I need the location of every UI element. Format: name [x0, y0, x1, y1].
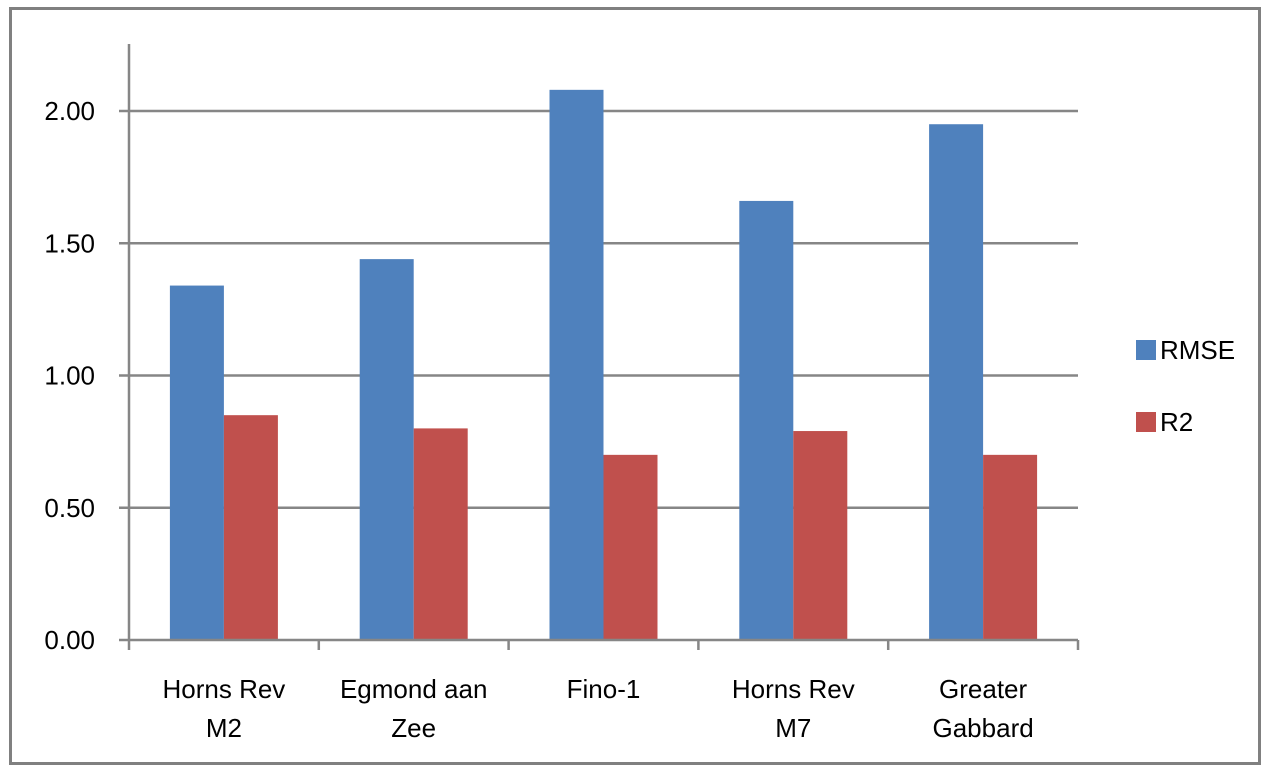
bar-rmse-2 [549, 89, 604, 641]
bar-r2-4 [983, 454, 1038, 640]
legend-label-r2: R2 [1160, 407, 1193, 437]
y-tick-label: 1.50 [44, 228, 95, 258]
y-tick-label: 2.00 [44, 96, 95, 126]
y-tick-label: 0.50 [44, 493, 95, 523]
bar-r2-2 [603, 454, 658, 640]
x-category-label: Gabbard [933, 713, 1034, 743]
bar-rmse-1 [359, 259, 414, 640]
x-category-label: Greater [939, 674, 1027, 704]
legend-label-rmse: RMSE [1160, 335, 1235, 365]
bar-rmse-4 [929, 124, 984, 641]
legend-swatch-r2 [1136, 412, 1156, 432]
legend: RMSE R2 [1136, 335, 1235, 437]
x-category-label: Fino-1 [567, 674, 641, 704]
bar-r2-1 [413, 428, 468, 640]
y-tick-labels: 0.00 0.50 1.00 1.50 2.00 [44, 96, 95, 655]
x-category-labels: Horns Rev M2 Egmond aan Zee Fino-1 Horns Rev M… [162, 674, 1033, 743]
x-category-label: M2 [206, 713, 242, 743]
y-tick-label: 1.00 [44, 361, 95, 391]
y-tick-label: 0.00 [44, 625, 95, 655]
bar-rmse-3 [739, 200, 794, 640]
legend-swatch-rmse [1136, 340, 1156, 360]
x-category-label: Zee [391, 713, 436, 743]
bar-r2-0 [223, 415, 278, 640]
bar-r2-3 [793, 431, 848, 640]
x-category-label: M7 [775, 713, 811, 743]
x-category-label: Horns Rev [162, 674, 285, 704]
x-category-label: Horns Rev [732, 674, 855, 704]
bars [169, 89, 1038, 641]
x-category-label: Egmond aan [340, 674, 487, 704]
axes [119, 44, 1080, 650]
bar-rmse-0 [169, 285, 224, 640]
